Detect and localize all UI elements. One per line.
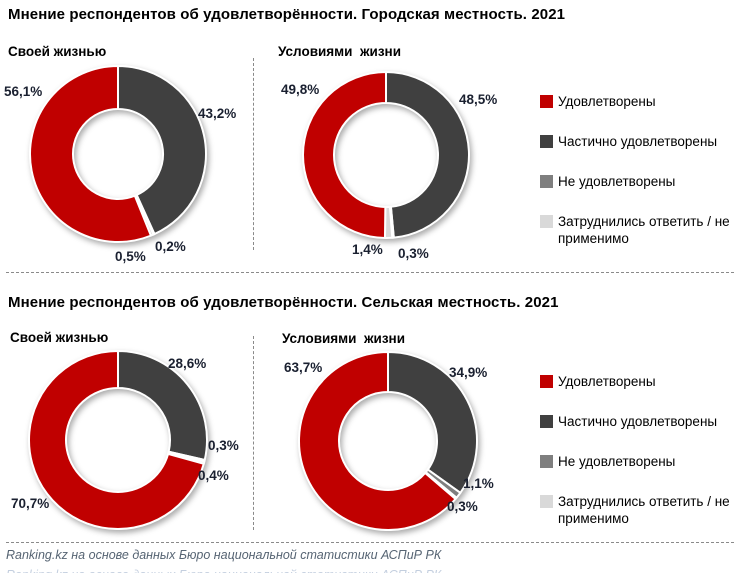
legend-swatch-satisfied <box>540 375 553 388</box>
legend-rural: Удовлетворены Частично удовлетворены Не … <box>540 373 740 550</box>
chart-subtitle-living-conditions-rural: Условиями жизни <box>282 331 405 346</box>
divider-vertical-top <box>253 58 254 250</box>
legend-urban: Удовлетворены Частично удовлетворены Не … <box>540 93 740 270</box>
legend-item-partially-satisfied: Частично удовлетворены <box>540 133 740 150</box>
chart-subtitle-own-life-rural: Своей жизнью <box>10 330 109 345</box>
value-label-satisfied-urban-cond: 49,8% <box>281 82 320 97</box>
legend-swatch-partially-satisfied <box>540 135 553 148</box>
section-title-urban: Мнение респондентов об удовлетворённости… <box>8 6 566 23</box>
legend-swatch-not-satisfied <box>540 455 553 468</box>
value-label-partial-rural-life: 28,6% <box>168 356 207 371</box>
donut-slice-Удовлетворены <box>302 71 387 239</box>
value-label-notsat-urban-life: 0,2% <box>155 239 186 254</box>
footer-source-ghost: Ranking.kz на основе данных Бюро национа… <box>6 568 441 573</box>
legend-label-partially-satisfied: Частично удовлетворены <box>558 134 718 149</box>
legend-swatch-satisfied <box>540 95 553 108</box>
divider-vertical-bottom <box>253 336 254 530</box>
donut-slice-Частично удовлетворены <box>387 351 478 494</box>
divider-horizontal-footer <box>6 542 734 543</box>
legend-label-partially-satisfied: Частично удовлетворены <box>558 414 718 429</box>
donut-slice-Удовлетворены <box>29 65 152 243</box>
value-label-partial-urban-life: 43,2% <box>198 106 237 121</box>
legend-item-satisfied: Удовлетворены <box>540 93 740 110</box>
value-label-satisfied-rural-cond: 63,7% <box>284 360 323 375</box>
legend-label-satisfied: Удовлетворены <box>558 94 656 109</box>
legend-swatch-difficult-to-answer <box>540 215 553 228</box>
legend-item-difficult-to-answer: Затруднились ответить / не применимо <box>540 213 740 247</box>
chart-subtitle-own-life-urban: Своей жизнью <box>8 44 107 59</box>
legend-item-not-satisfied: Не удовлетворены <box>540 173 740 190</box>
value-label-satisfied-urban-life: 56,1% <box>4 84 43 99</box>
donut-slice-Частично удовлетворены <box>117 65 207 236</box>
value-label-notsat-urban-cond: 0,3% <box>398 246 429 261</box>
value-label-notsat-rural-life: 0,3% <box>208 438 239 453</box>
legend-item-partially-satisfied: Частично удовлетворены <box>540 413 740 430</box>
donut-slice-Частично удовлетворены <box>385 71 470 239</box>
value-label-difficult-urban-life: 0,5% <box>115 249 146 264</box>
legend-swatch-partially-satisfied <box>540 415 553 428</box>
legend-label-difficult-to-answer: Затруднились ответить / не применимо <box>558 494 730 526</box>
legend-item-difficult-to-answer: Затруднились ответить / не применимо <box>540 493 740 527</box>
value-label-difficult-urban-cond: 1,4% <box>352 242 383 257</box>
donut-chart-3 <box>298 351 478 531</box>
value-label-difficult-rural-cond: 0,3% <box>447 499 478 514</box>
value-label-satisfied-rural-life: 70,7% <box>11 496 50 511</box>
legend-label-not-satisfied: Не удовлетворены <box>558 454 676 469</box>
legend-label-not-satisfied: Не удовлетворены <box>558 174 676 189</box>
donut-slice-Удовлетворены <box>298 351 457 531</box>
divider-horizontal-middle <box>6 272 734 273</box>
donut-chart-0 <box>29 65 207 243</box>
legend-item-satisfied: Удовлетворены <box>540 373 740 390</box>
legend-swatch-difficult-to-answer <box>540 495 553 508</box>
value-label-partial-rural-cond: 34,9% <box>449 365 488 380</box>
donut-chart-1 <box>302 71 470 239</box>
footer-source: Ranking.kz на основе данных Бюро национа… <box>6 548 442 562</box>
legend-label-satisfied: Удовлетворены <box>558 374 656 389</box>
donut-slice-Частично удовлетворены <box>117 350 208 461</box>
legend-swatch-not-satisfied <box>540 175 553 188</box>
chart-subtitle-living-conditions-urban: Условиями жизни <box>278 44 401 59</box>
value-label-difficult-rural-life: 0,4% <box>198 468 229 483</box>
legend-item-not-satisfied: Не удовлетворены <box>540 453 740 470</box>
legend-label-difficult-to-answer: Затруднились ответить / не применимо <box>558 214 730 246</box>
donut-chart-2 <box>28 350 208 530</box>
value-label-notsat-rural-cond: 1,1% <box>463 476 494 491</box>
section-title-rural: Мнение респондентов об удовлетворённости… <box>8 294 559 311</box>
donut-slice-Удовлетворены <box>28 350 205 530</box>
value-label-partial-urban-cond: 48,5% <box>459 92 498 107</box>
